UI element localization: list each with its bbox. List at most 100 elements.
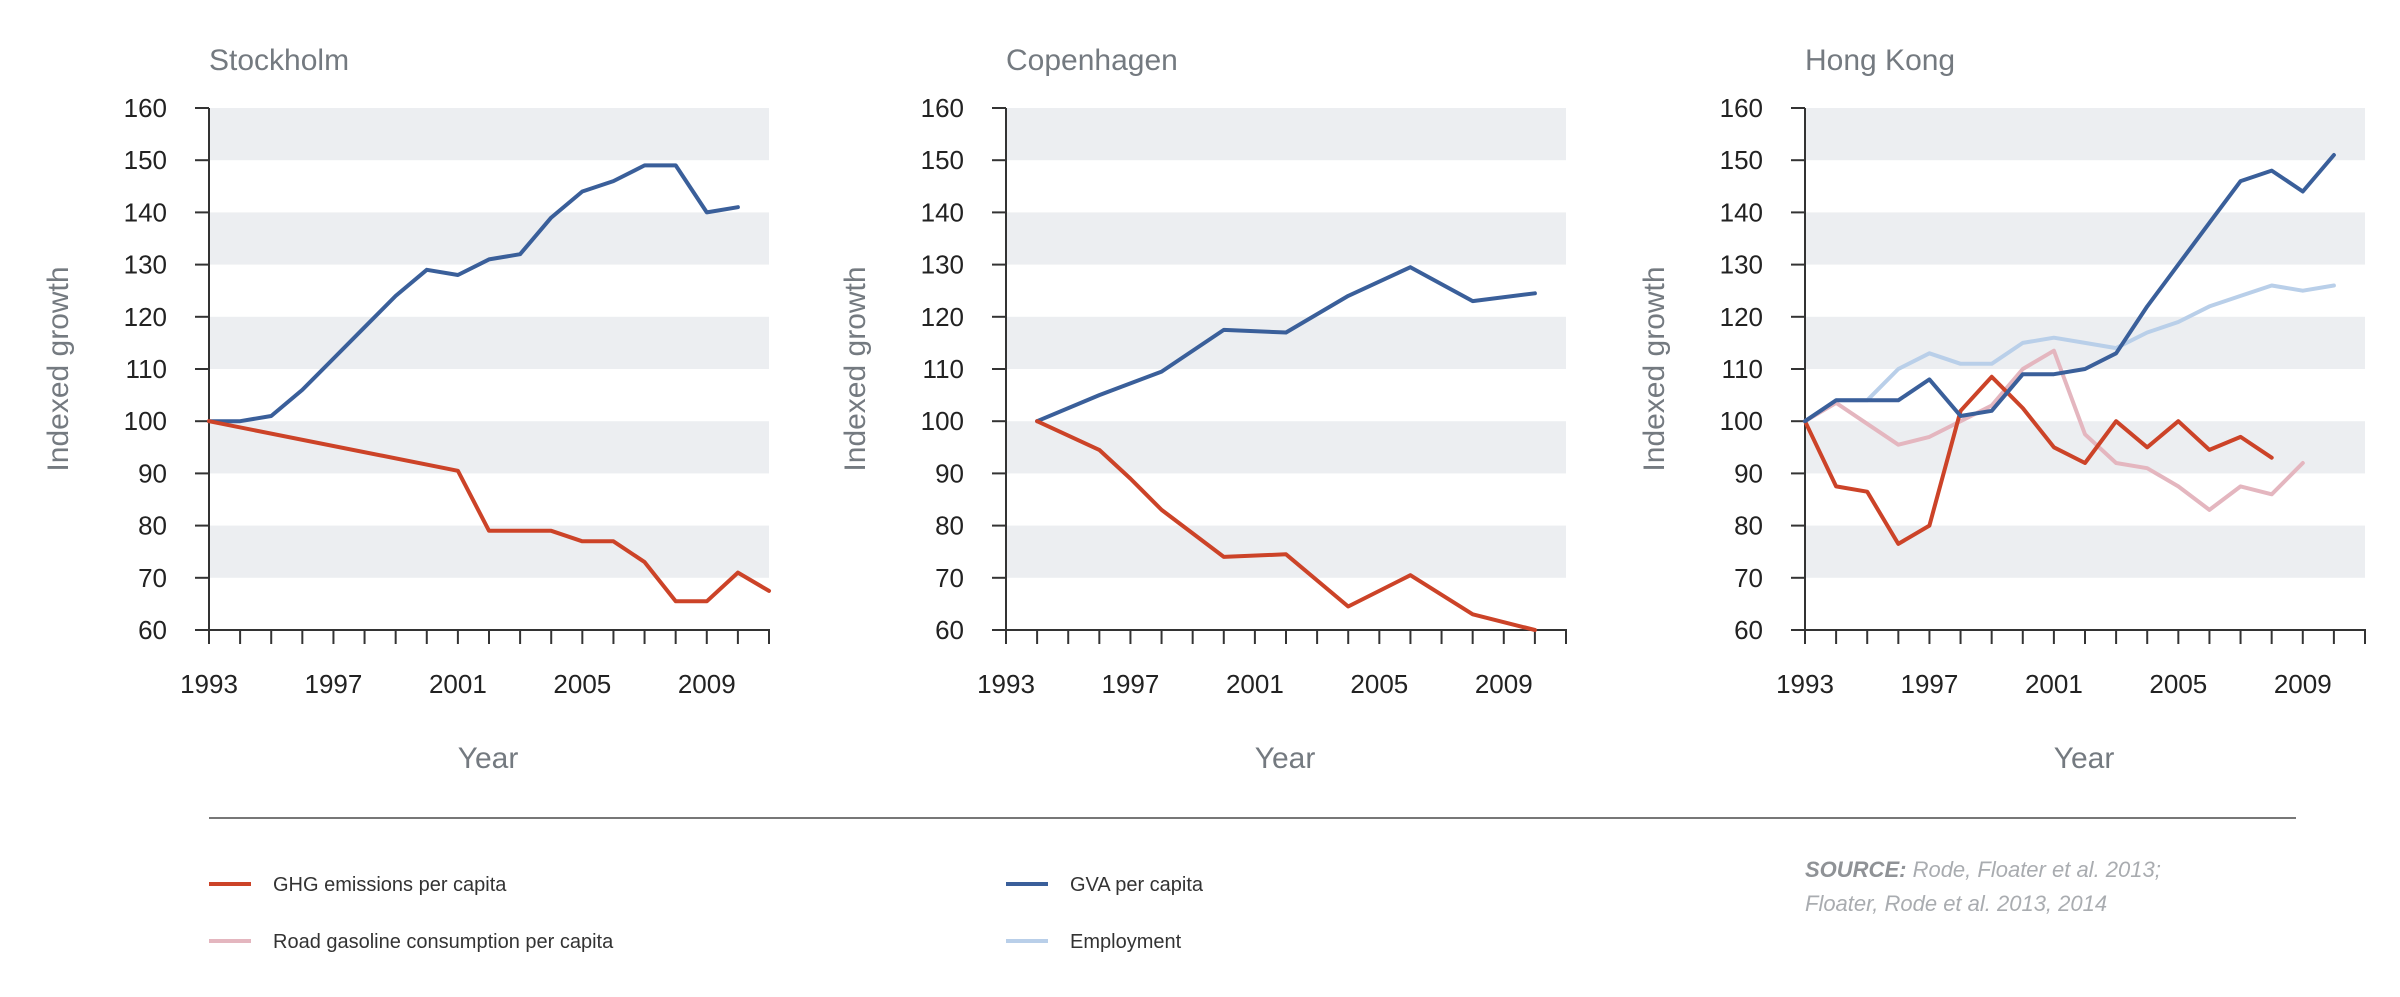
grid-band [1006,525,1566,578]
y-tick-label: 80 [138,511,167,541]
legend-item-employment: Employment [1006,931,1182,953]
legend-item-gasoline: Road gasoline consumption per capita [209,931,614,953]
chart-panel: Copenhagen 60 70 80 90 100 110 120 130 140 150 160 1… [839,44,1567,775]
series-group [207,163,771,604]
chart-title: Copenhagen [1006,44,1178,77]
y-tick-label: 100 [124,406,167,436]
y-tick-label: 70 [138,563,167,593]
x-tick-label: 2005 [553,669,611,699]
chart-panels: Stockholm 60 70 80 90 100 110 120 130 140 150 160 19… [42,44,2366,775]
series-line [1803,153,2336,424]
y-tick-label: 140 [124,197,167,227]
y-tick-label: 110 [1722,354,1763,384]
grid-band [1006,108,1566,161]
x-tick-label: 1993 [180,669,238,699]
series-line [207,419,771,604]
y-tick-label: 150 [1720,145,1763,175]
y-tick-label: 100 [921,406,964,436]
grid-band [209,316,769,369]
y-axis-label: Indexed growth [42,266,75,471]
y-tick-label: 150 [124,145,167,175]
y-tick-label: 70 [935,563,964,593]
y-tick-label: 130 [1720,250,1763,280]
grid-band [209,421,769,474]
series-line [207,163,740,424]
grid-band [1805,212,2365,265]
grid-bands [209,108,769,578]
x-axis-label: Year [458,742,519,775]
x-axis-label: Year [2054,742,2115,775]
source-line-1: SOURCE: Rode, Floater et al. 2013; [1805,857,2161,882]
y-tick-label: 120 [1720,302,1763,332]
grid-band [1006,316,1566,369]
legend-label: GHG emissions per capita [273,874,507,896]
x-tick-label: 1993 [1776,669,1834,699]
source-text-1: Rode, Floater et al. 2013; [1913,857,2161,882]
y-tick-label: 80 [1734,511,1763,541]
y-tick-label: 90 [1734,458,1763,488]
grid-bands [1006,108,1566,578]
x-tick-label: 2009 [1475,669,1533,699]
y-tick-label: 80 [935,511,964,541]
x-tick-label: 1997 [305,669,363,699]
y-tick-label: 140 [1720,197,1763,227]
legend-label: Employment [1070,931,1182,953]
grid-band [1805,525,2365,578]
y-tick-label: 140 [921,197,964,227]
series-line [1035,265,1537,424]
x-tick-label: 2001 [1226,669,1284,699]
x-axis-label: Year [1255,742,1316,775]
y-tick-label: 160 [1720,93,1763,123]
x-tick-label: 1997 [1102,669,1160,699]
legend-label: GVA per capita [1070,874,1204,896]
y-tick-label: 150 [921,145,964,175]
x-tick-label: 2005 [1350,669,1408,699]
y-axis-label: Indexed growth [1638,266,1671,471]
series-group [1035,265,1537,632]
y-tick-label: 110 [126,354,167,384]
grid-band [209,212,769,265]
y-tick-label: 120 [921,302,964,332]
y-tick-label: 100 [1720,406,1763,436]
grid-band [1006,421,1566,474]
y-tick-label: 110 [923,354,964,384]
legend-label: Road gasoline consumption per capita [273,931,614,953]
grid-band [209,108,769,161]
chart-title: Stockholm [209,44,349,77]
x-tick-label: 2009 [2274,669,2332,699]
y-tick-label: 160 [921,93,964,123]
y-tick-label: 60 [138,615,167,645]
chart-panel: Hong Kong 60 70 80 90 100 110 120 130 140 150 160 19… [1638,44,2366,775]
source-label: SOURCE: [1805,857,1906,882]
y-tick-label: 90 [935,458,964,488]
source-note: SOURCE: Rode, Floater et al. 2013; Float… [1805,857,2161,916]
legend: GHG emissions per capita GVA per capita … [209,874,1204,953]
y-tick-label: 60 [935,615,964,645]
y-axis-label: Indexed growth [839,266,872,471]
x-tick-label: 2009 [678,669,736,699]
y-tick-label: 130 [124,250,167,280]
series-line [1035,419,1537,632]
y-tick-label: 70 [1734,563,1763,593]
chart-title: Hong Kong [1805,44,1955,77]
series-group [1803,153,2336,546]
y-tick-label: 90 [138,458,167,488]
x-tick-label: 2001 [429,669,487,699]
y-tick-label: 130 [921,250,964,280]
grid-band [1805,108,2365,161]
chart-panel: Stockholm 60 70 80 90 100 110 120 130 140 150 160 19… [42,44,771,775]
legend-item-ghg: GHG emissions per capita [209,874,507,896]
series-line [1803,374,2274,546]
y-tick-label: 60 [1734,615,1763,645]
x-tick-label: 1997 [1901,669,1959,699]
grid-band [209,525,769,578]
legend-item-gva: GVA per capita [1006,874,1204,896]
x-tick-label: 1993 [977,669,1035,699]
source-line-2: Floater, Rode et al. 2013, 2014 [1805,891,2107,916]
x-tick-label: 2005 [2149,669,2207,699]
y-tick-label: 120 [124,302,167,332]
series-line [1803,348,2305,512]
x-tick-label: 2001 [2025,669,2083,699]
series-line [1803,283,2336,424]
